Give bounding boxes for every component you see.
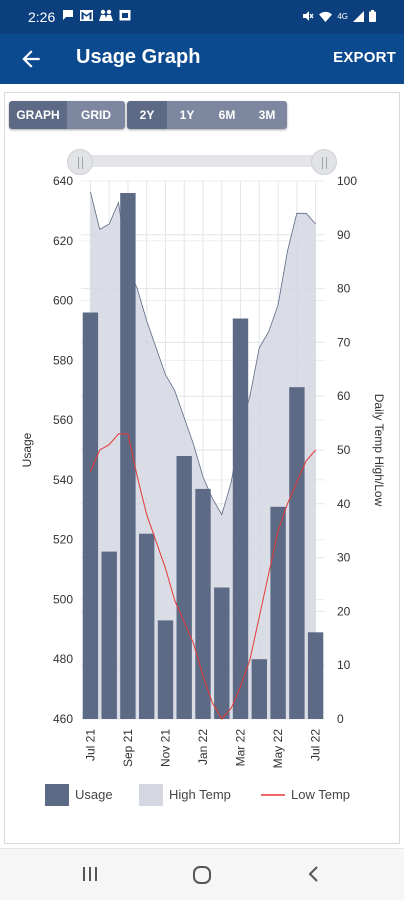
usage-bar: [176, 456, 192, 719]
x-axis-tick-label: Sep 21: [121, 729, 135, 767]
left-axis-tick-label: 560: [53, 413, 73, 427]
x-axis-tick-label: Mar 22: [234, 729, 248, 767]
x-axis-tick-label: May 22: [271, 729, 285, 769]
left-axis-tick-label: 480: [53, 652, 73, 666]
network-label: 4G: [337, 11, 348, 21]
right-axis-tick-label: 60: [337, 389, 351, 403]
right-axis-tick-label: 0: [337, 712, 344, 726]
legend-label-high-temp: High Temp: [169, 787, 231, 802]
left-axis-tick-label: 520: [53, 533, 73, 547]
page-title: Usage Graph: [76, 46, 201, 68]
right-axis-tick-label: 40: [337, 497, 351, 511]
right-axis-tick-label: 80: [337, 282, 351, 296]
range-option-6m[interactable]: 6M: [207, 101, 247, 129]
left-axis-tick-label: 500: [53, 592, 73, 606]
x-axis-tick-label: Nov 21: [159, 729, 173, 767]
people-icon: [99, 9, 113, 21]
left-axis-tick-label: 580: [53, 353, 73, 367]
right-axis-tick-label: 10: [337, 658, 351, 672]
usage-bar: [139, 533, 155, 719]
system-nav-bar: [0, 848, 404, 900]
usage-bar: [251, 659, 267, 719]
usage-bar: [195, 488, 211, 719]
range-option-3m[interactable]: 3M: [247, 101, 287, 129]
usage-bar: [289, 387, 305, 719]
range-option-1y[interactable]: 1Y: [167, 101, 207, 129]
usage-bar: [270, 506, 286, 719]
view-option-grid[interactable]: GRID: [67, 101, 125, 129]
range-slider-start-handle[interactable]: [67, 149, 93, 175]
low-temp-line: [89, 433, 316, 720]
usage-bar: [82, 312, 99, 719]
right-axis-tick-label: 100: [337, 174, 357, 188]
range-slider-end-handle[interactable]: [311, 149, 337, 175]
left-axis-tick-label: 460: [53, 712, 73, 726]
x-axis-tick-label: Jan 22: [196, 729, 210, 765]
usage-bar: [307, 632, 324, 719]
status-right-icons: 4G: [302, 10, 376, 22]
legend-label-low-temp: Low Temp: [291, 787, 350, 802]
view-option-graph[interactable]: GRAPH: [9, 101, 67, 129]
left-axis-tick-label: 600: [53, 294, 73, 308]
arrow-left-icon[interactable]: [18, 46, 44, 72]
status-left-icons: [62, 9, 131, 21]
signal-icon: [353, 10, 364, 22]
mute-icon: [303, 11, 314, 21]
chat-bubble-icon: [63, 10, 73, 20]
usage-bar: [157, 620, 174, 719]
usage-bar: [101, 551, 117, 719]
range-toggle: 2Y 1Y 6M 3M: [127, 101, 287, 129]
app-bar: Usage Graph EXPORT: [0, 34, 404, 84]
usage-bar: [232, 318, 249, 719]
usage-chart: 460 480 500 520 540 560 580 600 620 640 0 10 20 30 40 5…: [20, 174, 386, 806]
right-axis-tick-label: 30: [337, 551, 351, 565]
usage-bar: [214, 587, 230, 719]
right-axis-tick-label: 70: [337, 335, 351, 349]
status-bar: 2:26 4G: [0, 0, 404, 34]
legend-swatch-high-temp: [139, 784, 163, 806]
x-axis-tick-label: Jul 22: [309, 729, 323, 761]
left-axis-label: Usage: [20, 432, 34, 467]
right-axis-tick-label: 20: [337, 604, 351, 618]
legend-label-usage: Usage: [75, 787, 113, 802]
left-axis-tick-label: 620: [53, 234, 73, 248]
left-axis-tick-label: 640: [53, 174, 73, 188]
wifi-icon: [319, 11, 333, 22]
usage-bar: [120, 193, 136, 719]
legend-swatch-usage: [45, 784, 69, 806]
home-icon[interactable]: [192, 865, 212, 885]
export-button[interactable]: EXPORT: [333, 49, 396, 66]
right-axis-label: Daily Temp High/Low: [372, 394, 386, 507]
gmail-icon: [80, 9, 93, 21]
right-axis-tick-label: 90: [337, 228, 351, 242]
view-toggle: GRAPH GRID: [9, 101, 125, 129]
usage-graph-panel: GRAPH GRID 2Y 1Y 6M 3M 460 480 500 520 540 56…: [4, 92, 400, 844]
calendar-icon: [119, 10, 131, 21]
range-slider-track[interactable]: [69, 155, 333, 167]
status-time: 2:26: [28, 9, 56, 25]
right-axis-tick-label: 50: [337, 443, 351, 457]
x-axis-tick-label: Jul 21: [83, 729, 97, 761]
left-axis-tick-label: 540: [53, 473, 73, 487]
range-option-2y[interactable]: 2Y: [127, 101, 167, 129]
back-icon[interactable]: [306, 865, 322, 883]
battery-icon: [369, 10, 376, 22]
recent-apps-icon[interactable]: [80, 865, 100, 883]
